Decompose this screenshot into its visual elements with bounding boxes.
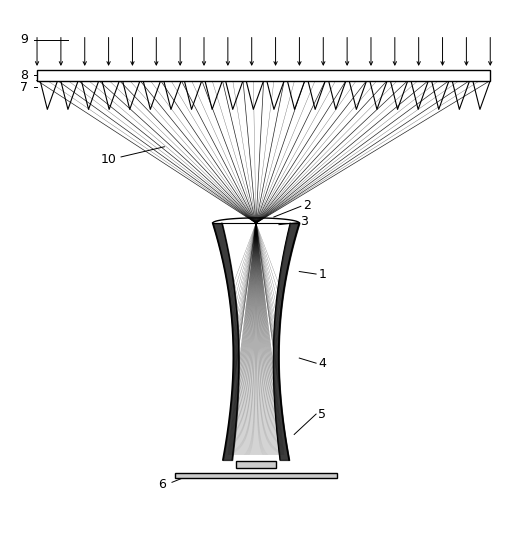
Bar	[236, 462, 276, 468]
Text: 2: 2	[303, 199, 311, 212]
Text: 9: 9	[20, 33, 28, 46]
Text: 7: 7	[20, 81, 28, 93]
Bar	[175, 472, 337, 478]
Text: 4: 4	[318, 357, 326, 370]
Text: 6: 6	[158, 478, 166, 491]
Text: 1: 1	[318, 268, 326, 281]
Text: 8: 8	[20, 69, 28, 82]
Bar	[37, 71, 490, 80]
Text: 10: 10	[100, 153, 116, 166]
Text: 5: 5	[318, 408, 326, 421]
Text: 3: 3	[301, 215, 308, 228]
